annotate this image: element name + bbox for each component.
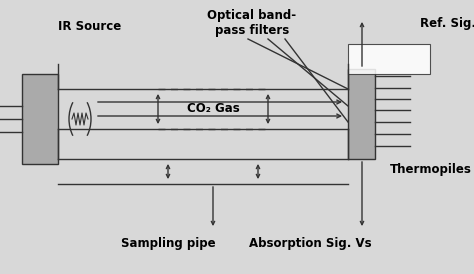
Text: Sampling pipe: Sampling pipe xyxy=(121,238,215,250)
Text: Absorption Sig. Vs: Absorption Sig. Vs xyxy=(249,238,371,250)
Text: CO₂ Gas: CO₂ Gas xyxy=(187,102,239,116)
Bar xyxy=(22,74,58,164)
Text: Thermopiles: Thermopiles xyxy=(390,162,472,176)
Text: Optical band-
pass filters: Optical band- pass filters xyxy=(208,9,297,37)
Text: IR Source: IR Source xyxy=(58,19,121,33)
Text: Ref. Sig. Vr: Ref. Sig. Vr xyxy=(420,18,474,30)
Bar xyxy=(348,44,430,74)
Bar xyxy=(348,69,375,159)
